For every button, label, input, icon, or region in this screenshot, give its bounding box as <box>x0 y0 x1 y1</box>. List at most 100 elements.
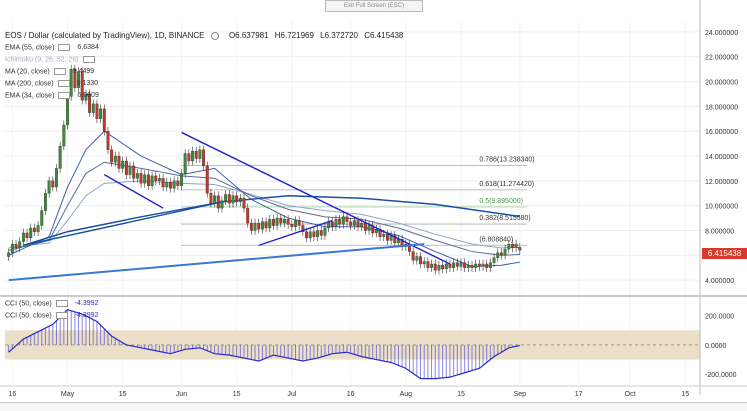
candle-body <box>110 149 114 163</box>
candle-body <box>132 165 136 179</box>
candle-body <box>411 251 415 261</box>
candle-body <box>209 193 213 204</box>
bottom-toolbar[interactable] <box>0 402 747 411</box>
candle-body <box>77 71 80 88</box>
legend-ichimoku[interactable]: Ichimoku (9, 26, 52, 26) <box>5 56 102 63</box>
candle-body <box>95 103 99 119</box>
legend-label: CCI (50, close) <box>5 312 52 320</box>
candle-body <box>40 210 44 226</box>
x-tick-label: Sep <box>514 391 527 398</box>
candle-body <box>345 216 349 222</box>
candle-body <box>330 221 334 227</box>
legend-label: CCI (50, close) <box>5 300 52 308</box>
candle-body <box>10 243 14 253</box>
candle-body <box>150 175 154 186</box>
legend-cci-1[interactable]: CCI (50, close) -4.3992 <box>5 300 98 307</box>
candle-body <box>488 262 492 268</box>
legend-value: 6.6384 <box>77 44 99 52</box>
candle-body <box>312 231 316 237</box>
x-tick-label: 16 <box>347 391 355 398</box>
candle-body <box>139 173 143 184</box>
candle-body <box>511 243 514 248</box>
candle-body <box>518 247 522 251</box>
trendline <box>103 174 164 209</box>
candle-body <box>224 194 228 201</box>
candle-body <box>474 263 478 268</box>
x-tick-label: 15 <box>457 391 465 398</box>
candle-body <box>415 256 419 261</box>
legend-ma200[interactable]: MA (200, close) 9.1330 <box>5 80 98 87</box>
candle-body <box>485 263 489 268</box>
ema34-line <box>8 161 520 256</box>
candle-body <box>169 181 172 189</box>
y-tick-label: 8.000000 <box>705 228 734 235</box>
candle-body <box>301 225 305 232</box>
candle-body <box>297 220 301 226</box>
candle-body <box>113 155 117 163</box>
x-tick-label: 17 <box>575 391 583 398</box>
legend-ema55[interactable]: EMA (55, close) 6.6384 <box>5 44 99 51</box>
trendlines <box>8 131 451 282</box>
candle-body <box>69 69 73 97</box>
candle-body <box>308 231 312 239</box>
legend-value: -4.3992 <box>74 300 99 308</box>
fib-level-label: 0.5(9.895000) <box>479 198 523 205</box>
candle-body <box>106 131 110 150</box>
fib-level-label: 0.786(13.238340) <box>479 156 534 163</box>
legend-label: EMA (34, close) <box>5 92 55 100</box>
candle-body <box>356 220 360 227</box>
candle-body <box>419 256 422 265</box>
candle-body <box>455 262 459 267</box>
candle-body <box>260 221 264 230</box>
candle-body <box>117 155 121 169</box>
y-tick-label: 20.000000 <box>705 80 738 87</box>
candle-body <box>205 165 209 194</box>
candle-body <box>338 219 342 225</box>
candle-body <box>448 263 452 268</box>
candle-body <box>249 222 253 231</box>
trendline <box>258 219 333 247</box>
high-value: H6.721969 <box>274 31 314 40</box>
x-tick-label: Oct <box>625 391 636 398</box>
x-tick-label: Jun <box>176 391 187 398</box>
candle-body <box>220 200 224 209</box>
candle-body <box>176 180 180 186</box>
legend-value: 5.4499 <box>72 68 95 76</box>
trendline <box>23 201 223 247</box>
candle-body <box>25 232 29 239</box>
candle-body <box>165 181 169 188</box>
candle-body <box>264 221 268 229</box>
cci-tick-label: 200.0000 <box>705 314 734 321</box>
candle-body <box>7 252 11 257</box>
legend-cci-2[interactable]: CCI (50, close) -4.3992 <box>5 312 98 319</box>
moving-averages <box>8 130 520 267</box>
candle-body <box>496 252 500 258</box>
candle-body <box>441 265 445 270</box>
cci-tick-label: 0.0000 <box>705 343 727 350</box>
candle-body <box>367 225 371 231</box>
candle-body <box>272 219 275 226</box>
candle-body <box>194 150 198 159</box>
cci-pane <box>5 309 700 380</box>
candle-body <box>481 263 485 267</box>
exit-fullscreen-button[interactable]: Exit Full Screen (ESC) <box>325 0 423 12</box>
candle-body <box>319 230 323 236</box>
fib-level-label: 0.618(11.274420) <box>479 181 534 188</box>
candle-body <box>290 224 294 227</box>
candle-body <box>202 149 206 167</box>
candle-body <box>235 195 239 203</box>
fib-level-label: 0.382(8.515580) <box>479 215 530 222</box>
legend-label: EMA (55, close) <box>5 44 55 52</box>
settings-icon[interactable] <box>210 31 219 40</box>
chart-title: EOS / Dollar (calculated by TradingView)… <box>5 31 205 40</box>
candle-body <box>227 194 231 204</box>
legend-value: 9.1330 <box>76 80 99 88</box>
candle-body <box>283 219 286 224</box>
candlestick-series <box>7 64 522 275</box>
legend-ema34[interactable]: EMA (34, close) 6.0609 <box>5 92 99 99</box>
x-tick-label: 15 <box>233 391 241 398</box>
x-tick-label: Jul <box>287 391 296 398</box>
candle-body <box>275 217 279 226</box>
legend-ma20[interactable]: MA (20, close) 5.4499 <box>5 68 94 75</box>
